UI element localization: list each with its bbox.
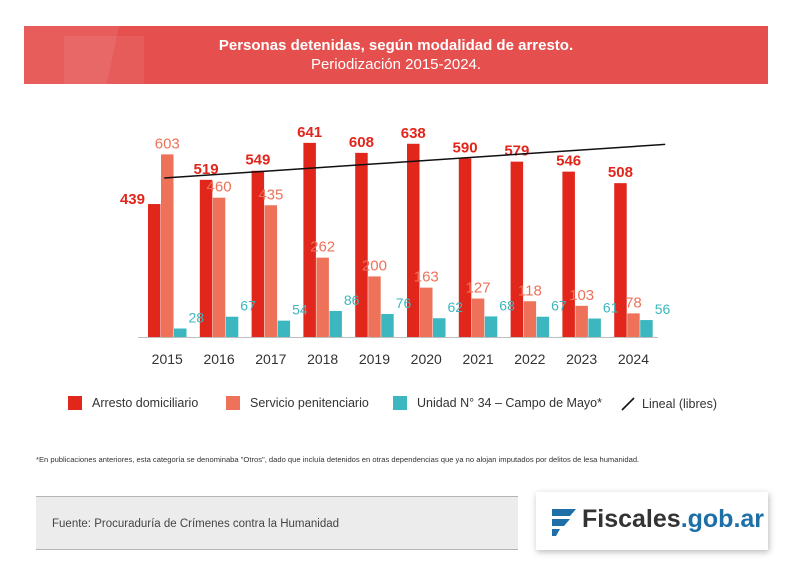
logo-text: Fiscales.gob.ar <box>582 505 764 534</box>
bar <box>420 287 433 337</box>
data-label: 103 <box>569 287 594 304</box>
data-label: 590 <box>453 139 478 156</box>
bar <box>212 197 226 337</box>
trendline <box>164 143 666 179</box>
x-tick-label: 2019 <box>359 351 390 367</box>
data-label: 56 <box>655 301 671 317</box>
chart-legend: Arresto domiciliario Servicio penitencia… <box>0 396 790 416</box>
bar <box>316 257 329 337</box>
bar <box>329 310 342 337</box>
x-tick-label: 2020 <box>411 351 442 367</box>
legend-label: Arresto domiciliario <box>92 396 199 410</box>
fiscales-logo[interactable]: Fiscales.gob.ar <box>536 492 768 550</box>
data-label: 262 <box>310 239 335 256</box>
bar <box>225 316 239 337</box>
banner-decoration <box>64 36 144 84</box>
data-label: 200 <box>362 257 387 274</box>
legend-label: Unidad N° 34 – Campo de Mayo* <box>417 396 602 410</box>
bar <box>562 171 575 337</box>
x-tick-label: 2022 <box>514 351 545 367</box>
bar <box>640 320 653 337</box>
data-label: 519 <box>194 161 219 178</box>
source-text: Fuente: Procuraduría de Crímenes contra … <box>52 518 340 530</box>
source-box: Fuente: Procuraduría de Crímenes contra … <box>36 496 518 550</box>
title-banner: Personas detenidas, según modalidad de a… <box>24 26 768 84</box>
bar <box>458 158 472 337</box>
data-label: 439 <box>120 191 145 208</box>
data-label: 28 <box>189 310 205 326</box>
data-label: 508 <box>608 164 633 181</box>
bar <box>355 152 368 337</box>
bar-chart: 439 519 549 641 608 638 590 579 546 508 603 460 435 2… <box>120 124 671 367</box>
x-tick-label: 2023 <box>566 351 597 367</box>
bar <box>510 161 524 337</box>
bar <box>575 305 588 337</box>
legend-item-lineal: Lineal (libres) <box>620 396 717 412</box>
data-label: 435 <box>258 186 283 203</box>
bar <box>614 183 627 337</box>
legend-swatch <box>226 396 240 410</box>
data-label: 62 <box>448 299 464 315</box>
flag-logo-icon <box>552 509 576 536</box>
bar <box>161 154 174 337</box>
x-tick-label: 2016 <box>203 351 234 367</box>
data-label: 127 <box>466 280 491 297</box>
data-label: 61 <box>603 300 619 316</box>
chart-subtitle: Periodización 2015-2024. <box>310 56 482 73</box>
footnote: *En publicaciones anteriores, esta categ… <box>36 455 640 464</box>
data-label: 546 <box>556 153 581 170</box>
x-tick-label: 2015 <box>152 351 183 367</box>
bar <box>277 320 291 337</box>
bar <box>536 316 550 337</box>
bar <box>264 205 278 337</box>
legend-swatch <box>393 396 407 410</box>
legend-item-arresto: Arresto domiciliario <box>68 396 198 410</box>
bar <box>148 204 161 337</box>
data-label: 54 <box>292 302 308 318</box>
data-label: 163 <box>414 269 439 286</box>
bar <box>484 316 498 337</box>
bar <box>588 318 601 337</box>
data-label: 78 <box>625 294 642 311</box>
legend-item-unidad: Unidad N° 34 – Campo de Mayo* <box>393 396 602 410</box>
data-label: 86 <box>344 292 360 308</box>
legend-label: Lineal (libres) <box>642 397 718 411</box>
bar <box>523 301 537 337</box>
data-label: 118 <box>518 282 542 299</box>
data-label: 460 <box>207 179 232 196</box>
x-tick-label: 2018 <box>307 351 338 367</box>
bar <box>199 179 213 337</box>
logo-name: Fiscales <box>582 505 681 533</box>
data-label: 67 <box>551 298 567 314</box>
bar <box>407 143 420 337</box>
legend-item-servicio: Servicio penitenciario <box>226 396 369 410</box>
data-label: 76 <box>396 295 412 311</box>
bar <box>433 318 446 337</box>
x-tick-label: 2024 <box>618 351 649 367</box>
bar <box>368 276 381 337</box>
bar <box>174 328 187 337</box>
legend-line-icon <box>621 397 635 411</box>
data-label: 638 <box>401 125 426 142</box>
chart-title: Personas detenidas, según modalidad de a… <box>218 37 574 54</box>
bar <box>303 142 316 337</box>
data-label: 641 <box>297 124 322 141</box>
logo-domain: .gob.ar <box>680 505 765 533</box>
data-label: 549 <box>245 152 270 169</box>
bar <box>627 313 640 337</box>
bar <box>471 298 485 337</box>
data-label: 608 <box>349 134 374 151</box>
legend-swatch <box>68 396 82 410</box>
legend-label: Servicio penitenciario <box>250 396 369 410</box>
bar <box>251 170 265 337</box>
x-tick-label: 2017 <box>255 351 286 367</box>
data-label: 68 <box>499 297 515 313</box>
x-tick-label: 2021 <box>462 351 493 367</box>
data-label: 67 <box>240 298 256 314</box>
data-label: 579 <box>504 143 529 160</box>
bar <box>381 313 394 337</box>
data-label: 603 <box>155 135 180 152</box>
